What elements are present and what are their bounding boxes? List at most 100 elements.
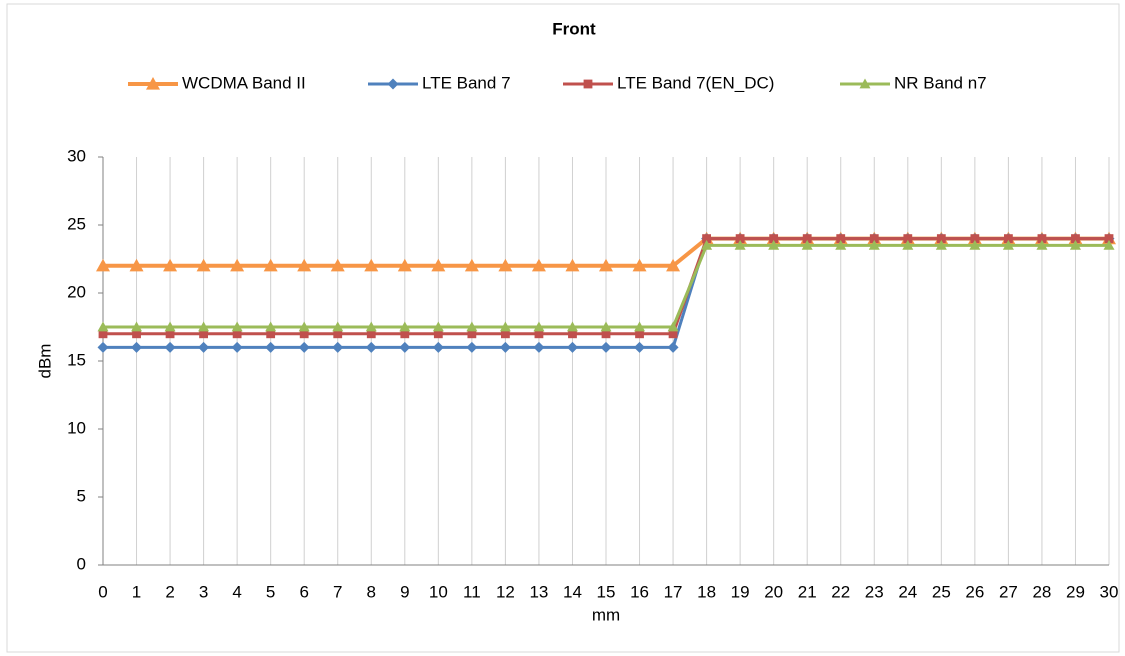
marker	[634, 321, 646, 332]
marker	[902, 239, 914, 250]
marker	[801, 239, 813, 250]
x-tick-label: 17	[664, 582, 683, 601]
marker	[632, 258, 647, 272]
series	[97, 239, 1115, 332]
legend-item: NR Band n7	[840, 73, 987, 92]
marker	[467, 329, 477, 339]
legend-label: NR Band n7	[894, 73, 987, 92]
marker	[531, 258, 546, 272]
marker	[498, 258, 513, 272]
marker	[734, 239, 746, 250]
legend-label: WCDMA Band II	[182, 73, 306, 92]
y-tick-label: 15	[67, 350, 86, 369]
x-tick-label: 4	[232, 582, 241, 601]
marker	[534, 329, 544, 339]
marker	[1036, 239, 1048, 250]
x-tick-label: 10	[429, 582, 448, 601]
marker	[432, 321, 444, 332]
x-tick-label: 6	[299, 582, 308, 601]
marker	[131, 341, 143, 353]
legend-label: LTE Band 7(EN_DC)	[617, 73, 774, 92]
x-tick-label: 21	[798, 582, 817, 601]
marker	[97, 321, 109, 332]
marker	[230, 258, 245, 272]
marker	[859, 78, 871, 89]
marker	[365, 321, 377, 332]
marker	[129, 258, 144, 272]
x-tick-label: 29	[1066, 582, 1085, 601]
marker	[836, 234, 846, 243]
x-tick-label: 14	[563, 582, 582, 601]
marker	[903, 234, 913, 243]
y-tick-label: 5	[77, 486, 86, 505]
y-tick-label: 20	[67, 282, 86, 301]
x-tick-label: 12	[496, 582, 515, 601]
marker	[330, 258, 345, 272]
x-tick-label: 30	[1100, 582, 1119, 601]
y-tick-label: 10	[67, 418, 86, 437]
marker	[666, 258, 681, 272]
series	[98, 234, 1114, 339]
marker	[98, 329, 108, 339]
x-tick-label: 28	[1032, 582, 1051, 601]
marker	[667, 321, 679, 332]
x-tick-label: 0	[98, 582, 107, 601]
legend-item: LTE Band 7(EN_DC)	[563, 73, 774, 92]
marker	[466, 341, 478, 353]
x-tick-label: 8	[367, 582, 376, 601]
marker	[769, 234, 779, 243]
x-tick-label: 2	[165, 582, 174, 601]
marker	[501, 329, 510, 339]
marker	[332, 341, 344, 353]
marker	[533, 321, 545, 332]
marker	[565, 258, 580, 272]
marker	[768, 239, 780, 250]
x-tick-label: 27	[999, 582, 1018, 601]
marker	[1103, 239, 1115, 250]
x-tick-label: 15	[597, 582, 616, 601]
marker	[232, 329, 242, 339]
marker	[583, 79, 593, 89]
marker	[499, 341, 511, 353]
x-tick-label: 18	[697, 582, 716, 601]
marker	[265, 341, 277, 353]
x-tick-label: 25	[932, 582, 951, 601]
marker	[464, 258, 479, 272]
marker	[935, 239, 947, 250]
marker	[970, 234, 980, 243]
marker	[165, 329, 175, 339]
marker	[333, 329, 343, 339]
x-tick-label: 13	[529, 582, 548, 601]
marker	[634, 341, 646, 353]
marker	[1002, 239, 1014, 250]
marker	[196, 258, 211, 272]
x-tick-label: 22	[831, 582, 850, 601]
x-tick-label: 16	[630, 582, 649, 601]
marker	[431, 258, 446, 272]
marker	[199, 329, 208, 339]
marker	[399, 321, 411, 332]
x-tick-label: 26	[965, 582, 984, 601]
marker	[600, 341, 612, 353]
marker	[668, 329, 678, 339]
marker	[600, 321, 612, 332]
marker	[131, 321, 143, 332]
marker	[332, 321, 344, 332]
marker	[397, 258, 412, 272]
marker	[1071, 234, 1080, 243]
legend-label: LTE Band 7	[422, 73, 511, 92]
marker	[364, 258, 379, 272]
marker	[568, 329, 577, 339]
x-tick-label: 9	[400, 582, 409, 601]
marker	[599, 258, 613, 272]
marker	[936, 234, 946, 243]
marker	[735, 234, 745, 243]
marker	[298, 341, 310, 353]
marker	[297, 258, 312, 272]
marker	[802, 234, 812, 243]
marker	[601, 329, 611, 339]
marker	[1104, 234, 1114, 243]
y-tick-label: 30	[67, 146, 86, 165]
marker	[96, 258, 110, 272]
